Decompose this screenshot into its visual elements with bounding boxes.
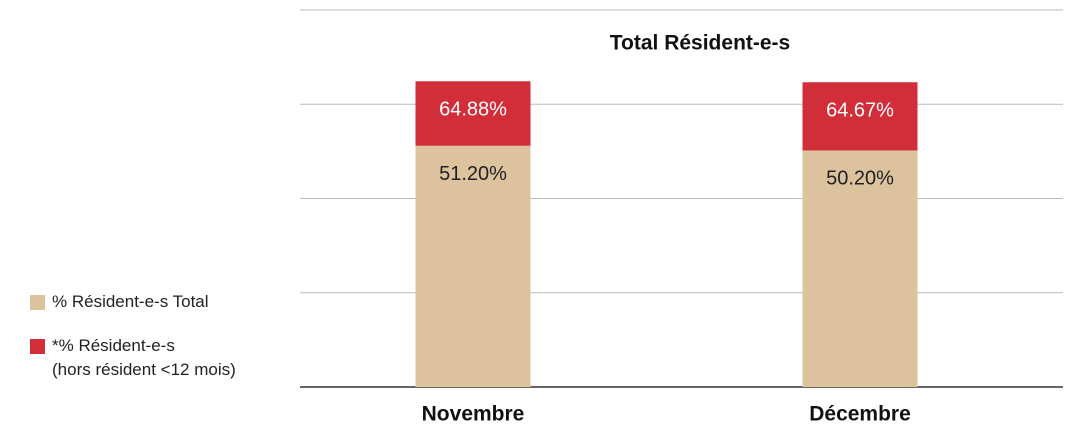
legend-item: % Résident-e-s Total — [30, 290, 236, 314]
x-tick-label: Décembre — [809, 403, 911, 426]
chart-title: Total Résident-e-s — [610, 32, 790, 55]
legend: % Résident-e-s Total *% Résident-e-s (hor… — [30, 290, 236, 382]
value-label: 51.20% — [439, 163, 507, 185]
legend-item: *% Résident-e-s (hors résident <12 mois) — [30, 334, 236, 382]
value-label: 64.67% — [826, 100, 894, 122]
legend-swatch — [30, 295, 45, 310]
value-label: 50.20% — [826, 168, 894, 190]
value-label: 64.88% — [439, 99, 507, 121]
legend-swatch — [30, 339, 45, 354]
bar — [415, 145, 531, 387]
legend-label: *% Résident-e-s (hors résident <12 mois) — [52, 336, 236, 379]
legend-label: % Résident-e-s Total — [52, 292, 209, 311]
x-tick-label: Novembre — [422, 403, 525, 426]
bar — [802, 150, 918, 387]
